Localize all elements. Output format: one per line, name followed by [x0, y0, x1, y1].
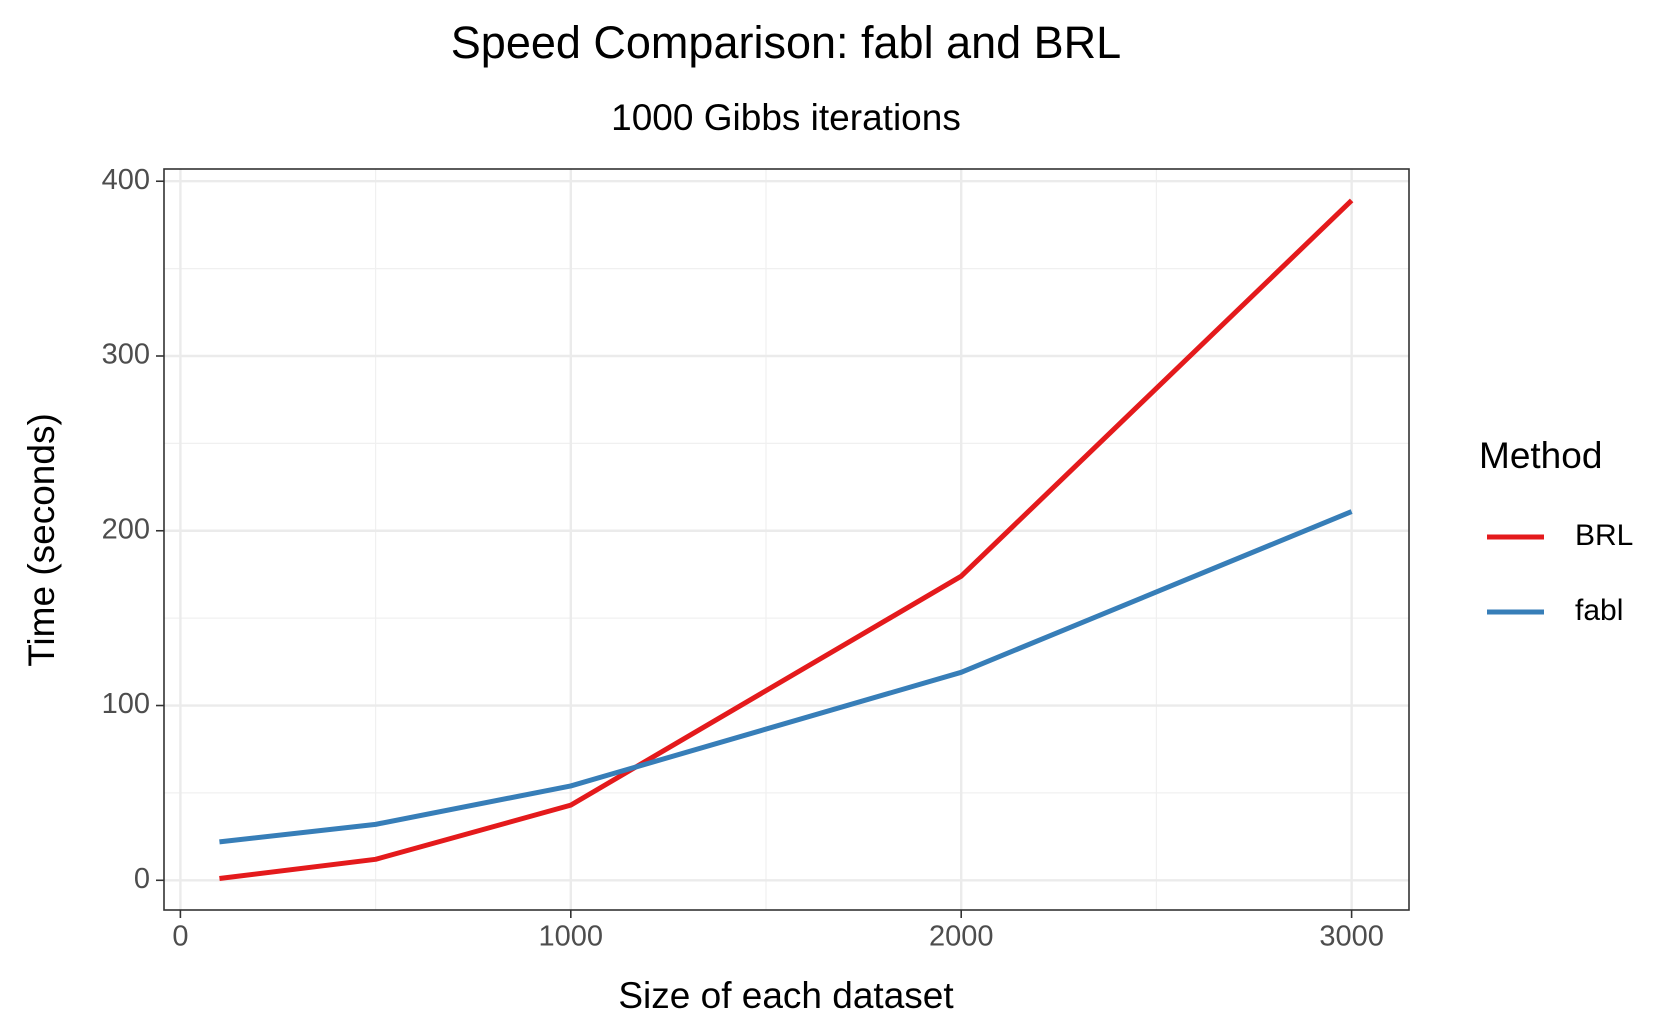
y-axis-title: Time (seconds)	[21, 413, 62, 667]
y-tick-label: 100	[102, 688, 150, 720]
plot-border	[163, 168, 1410, 911]
legend-title: Method	[1479, 435, 1602, 476]
x-tick-label: 0	[172, 921, 188, 953]
x-tick-label: 3000	[1319, 921, 1384, 953]
y-tick-label: 0	[134, 863, 150, 895]
y-tick-label: 400	[102, 164, 150, 196]
x-tick-label: 1000	[539, 921, 604, 953]
legend-label: BRL	[1575, 519, 1633, 552]
y-tick-label: 200	[102, 513, 150, 545]
x-tick-label: 2000	[929, 921, 994, 953]
data-line	[219, 198, 1354, 882]
data-line	[219, 509, 1353, 845]
y-tick-label: 300	[102, 339, 150, 371]
x-axis-title: Size of each dataset	[618, 975, 954, 1016]
chart-subtitle: 1000 Gibbs iterations	[611, 97, 961, 138]
chart-title: Speed Comparison: fabl and BRL	[451, 17, 1121, 68]
legend-label: fabl	[1575, 594, 1623, 627]
